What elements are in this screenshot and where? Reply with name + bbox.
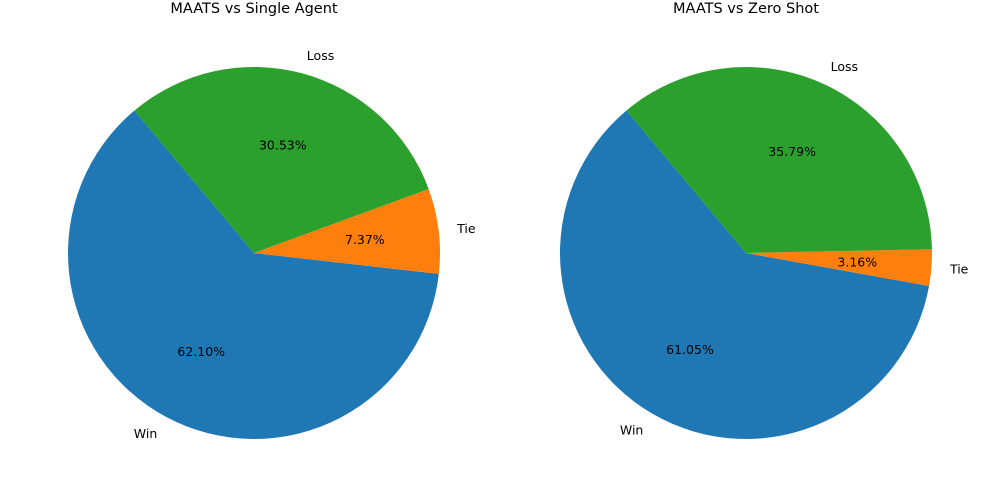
percent-label-win-zero-shot: 61.05% [666, 342, 714, 357]
pie-chart-single-agent: MAATS vs Single Agent Win 62.10% Tie 7.37% L… [68, 1, 476, 441]
slice-label-loss-single-agent: Loss [307, 48, 334, 63]
percent-label-loss-single-agent: 30.53% [259, 138, 307, 153]
pie-slice-tie-single-agent [254, 189, 441, 274]
percent-label-tie-single-agent: 7.37% [345, 232, 385, 247]
percent-label-loss-zero-shot: 35.79% [768, 144, 816, 159]
pie-slice-loss-single-agent [134, 67, 429, 253]
chart-title-zero-shot: MAATS vs Zero Shot [673, 1, 819, 17]
chart-title-single-agent: MAATS vs Single Agent [170, 1, 337, 17]
pie-slice-tie-zero-shot [746, 249, 932, 286]
slice-label-win-single-agent: Win [134, 426, 157, 441]
percent-label-tie-zero-shot: 3.16% [837, 254, 877, 269]
slice-label-win-zero-shot: Win [620, 422, 643, 437]
pie-slice-loss-zero-shot [626, 67, 932, 253]
slice-label-tie-zero-shot: Tie [949, 262, 969, 277]
pie-slice-win-zero-shot [560, 110, 930, 440]
slice-label-loss-zero-shot: Loss [831, 59, 858, 74]
pie-chart-zero-shot: MAATS vs Zero Shot Win 61.05% Tie 3.16% Loss… [560, 1, 969, 440]
percent-label-win-single-agent: 62.10% [177, 344, 225, 359]
slice-label-tie-single-agent: Tie [456, 221, 476, 236]
pie-slice-win-single-agent [68, 110, 439, 440]
